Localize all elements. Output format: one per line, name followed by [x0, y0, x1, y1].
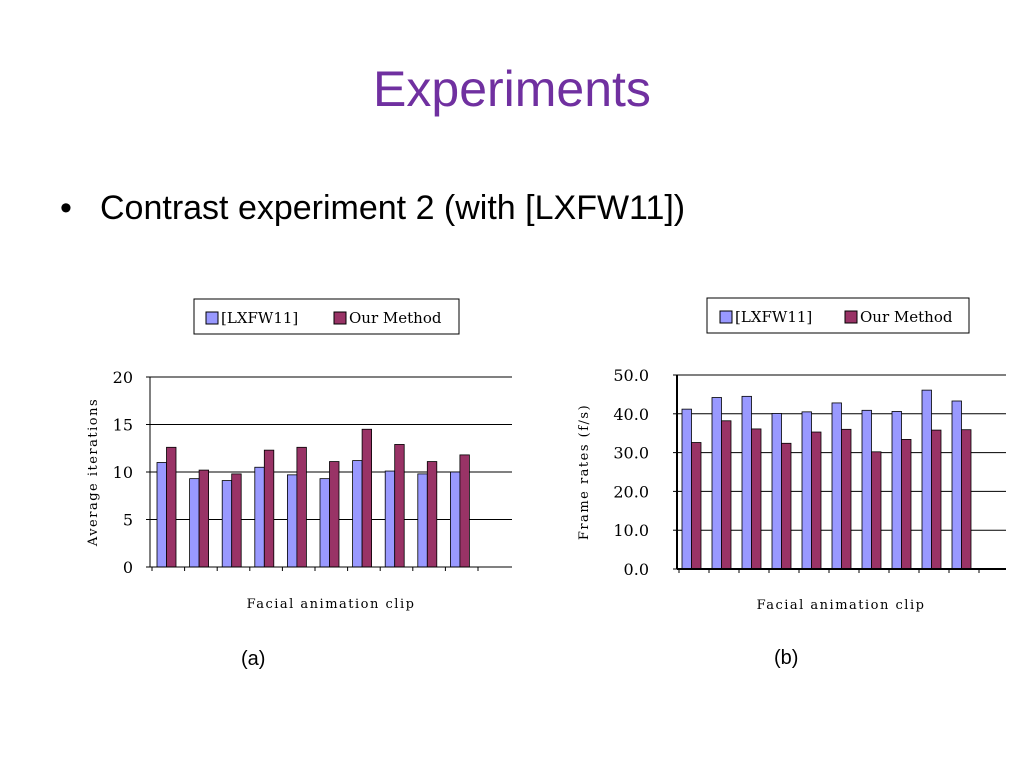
bar-our-method — [781, 442, 792, 570]
bar-lxfw11 — [711, 397, 722, 570]
legend-label-lxfw11: [LXFW11] — [735, 308, 812, 326]
bar-lxfw11 — [801, 411, 812, 570]
bar-our-method — [751, 428, 762, 570]
y-tick-label: 0.0 — [624, 560, 649, 579]
legend-swatch-our-method — [844, 310, 858, 324]
y-tick-label: 30.0 — [613, 444, 649, 463]
slide-title: Experiments — [373, 61, 651, 117]
y-tick-label: 20.0 — [613, 482, 649, 501]
y-axis-title: Frame rates (f/s) — [577, 404, 592, 540]
legend-label-lxfw11: [LXFW11] — [221, 309, 298, 327]
bar-lxfw11 — [861, 409, 872, 570]
bullet-dot: • — [60, 189, 72, 227]
y-tick-label: 5 — [123, 511, 133, 530]
y-tick-label: 15 — [113, 416, 133, 435]
y-tick-label: 0 — [123, 558, 133, 577]
legend-box — [706, 297, 970, 334]
bar-lxfw11 — [891, 411, 902, 570]
y-axis-title: Average iterations — [86, 398, 101, 547]
bar-our-method — [931, 429, 942, 570]
legend-swatch-lxfw11 — [719, 310, 733, 324]
bar-our-method — [871, 451, 882, 570]
bullet-item: • Contrast experiment 2 (with [LXFW11]) — [60, 189, 686, 227]
legend-label-our-method: Our Method — [860, 308, 953, 326]
caption-b: (b) — [774, 647, 799, 669]
bar-our-method — [901, 439, 912, 570]
bar-lxfw11 — [681, 408, 692, 570]
legend-box — [193, 298, 460, 335]
y-tick-label: 20 — [113, 368, 133, 387]
bar-our-method — [811, 431, 822, 570]
bar-lxfw11 — [771, 413, 782, 570]
legend-swatch-our-method — [333, 311, 347, 325]
bullet-text: Contrast experiment 2 (with [LXFW11]) — [100, 189, 686, 227]
bar-our-method — [841, 428, 852, 570]
bar-lxfw11 — [741, 395, 752, 570]
legend-label-our-method: Our Method — [349, 309, 442, 327]
x-axis-title: Facial animation clip — [247, 597, 416, 612]
y-tick-label: 10.0 — [613, 521, 649, 540]
bar-lxfw11 — [921, 389, 932, 570]
bar-our-method — [691, 442, 702, 570]
bar-our-method — [961, 429, 972, 570]
y-tick-label: 10 — [113, 463, 133, 482]
bar-lxfw11 — [951, 400, 962, 570]
y-tick-label: 40.0 — [613, 405, 649, 424]
legend-swatch-lxfw11 — [205, 311, 219, 325]
bar-our-method — [721, 420, 732, 570]
y-tick-label: 50.0 — [613, 366, 649, 385]
bar-lxfw11 — [831, 402, 842, 570]
x-axis-title: Facial animation clip — [757, 598, 926, 613]
caption-a: (a) — [241, 648, 266, 670]
